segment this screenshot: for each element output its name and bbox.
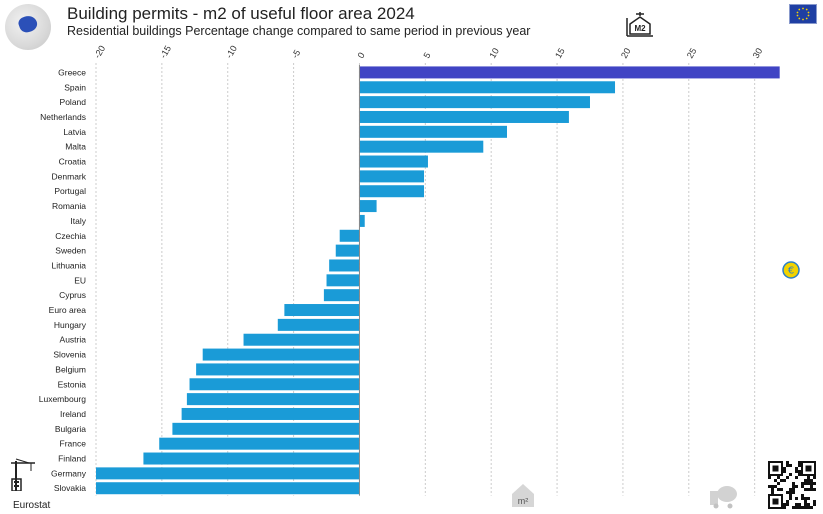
x-tick-label: 10 <box>487 46 501 60</box>
x-tick-label: -20 <box>92 44 107 60</box>
category-label: Slovakia <box>54 483 86 493</box>
category-label: EU <box>74 275 86 285</box>
bar-austria[interactable] <box>243 333 360 346</box>
bar-bulgaria[interactable] <box>172 422 360 435</box>
x-tick-label: 0 <box>356 51 367 60</box>
bar-latvia[interactable] <box>359 125 507 138</box>
chart-subtitle: Residential buildings Percentage change … <box>67 24 531 38</box>
category-label: Greece <box>58 67 86 77</box>
x-tick-label: -5 <box>290 48 303 60</box>
crane-icon <box>11 458 35 491</box>
x-tick-label: 15 <box>553 46 567 60</box>
bar-portugal[interactable] <box>359 185 425 198</box>
source-label: Eurostat <box>13 500 51 511</box>
category-labels: Greece Spain Poland Netherlands Latvia Malta C… <box>39 67 87 493</box>
bar-spain[interactable] <box>359 81 616 94</box>
bar-estonia[interactable] <box>189 378 360 391</box>
bar-sweden[interactable] <box>335 244 360 257</box>
bar-denmark[interactable] <box>359 170 425 183</box>
category-label: Poland <box>60 97 87 107</box>
qr-code-icon[interactable] <box>768 461 816 509</box>
category-label: Finland <box>58 454 86 464</box>
bar-ireland[interactable] <box>181 407 360 420</box>
bar-slovenia[interactable] <box>202 348 360 361</box>
category-label: Estonia <box>58 379 87 389</box>
category-label: Slovenia <box>53 350 86 360</box>
bar-belgium[interactable] <box>196 363 360 376</box>
bar-luxembourg[interactable] <box>186 393 360 406</box>
bar-croatia[interactable] <box>359 155 428 168</box>
category-label: Portugal <box>54 186 86 196</box>
category-label: Croatia <box>59 157 87 167</box>
category-label: Germany <box>51 468 87 478</box>
bar-germany[interactable] <box>96 467 360 480</box>
bar-france[interactable] <box>159 437 360 450</box>
bar-slovakia[interactable] <box>96 482 360 495</box>
category-label: Belgium <box>55 364 86 374</box>
category-label: France <box>60 439 87 449</box>
x-tick-label: 5 <box>421 51 432 60</box>
category-label: Denmark <box>52 171 87 181</box>
bar-euro-area[interactable] <box>284 304 360 317</box>
x-tick-label: 20 <box>619 46 633 60</box>
bar-netherlands[interactable] <box>359 110 569 123</box>
x-tick-label: -15 <box>158 44 173 60</box>
x-tick-label: -10 <box>224 44 239 60</box>
bar-finland[interactable] <box>143 452 360 465</box>
globe-europe-icon <box>5 4 51 50</box>
bar-eu[interactable] <box>326 274 360 287</box>
bar-romania[interactable] <box>359 200 377 213</box>
svg-text:€: € <box>788 266 794 277</box>
category-label: Cyprus <box>59 290 86 300</box>
bar-lithuania[interactable] <box>329 259 360 272</box>
m2-icon-text: M2 <box>634 24 646 33</box>
bar-italy[interactable] <box>359 214 365 227</box>
bar-malta[interactable] <box>359 140 484 153</box>
category-label: Malta <box>65 142 86 152</box>
x-axis-ticks: -20 -15 -10 -5 0 5 10 15 20 25 30 <box>92 44 764 60</box>
m2-area-icon: M2 <box>626 12 653 37</box>
category-label: Ireland <box>60 409 86 419</box>
category-label: Italy <box>70 216 86 226</box>
eu-flag-icon[interactable] <box>789 4 817 24</box>
category-label: Bulgaria <box>55 424 86 434</box>
bars <box>96 66 780 495</box>
house-icon-text: m² <box>518 496 529 506</box>
category-label: Euro area <box>49 305 87 315</box>
category-label: Czechia <box>55 231 86 241</box>
category-label: Romania <box>52 201 86 211</box>
category-label: Netherlands <box>40 112 86 122</box>
cement-mixer-icon <box>710 486 737 509</box>
euro-badge-icon[interactable]: € <box>782 261 800 279</box>
bar-hungary[interactable] <box>277 318 360 331</box>
category-label: Sweden <box>55 246 86 256</box>
bar-poland[interactable] <box>359 96 590 109</box>
bar-greece[interactable] <box>359 66 780 79</box>
house-m2-icon: m² <box>512 484 534 507</box>
category-label: Hungary <box>54 320 87 330</box>
bar-cyprus[interactable] <box>323 289 360 302</box>
chart-title: Building permits - m2 of useful floor ar… <box>67 4 415 23</box>
bar-czechia[interactable] <box>339 229 360 242</box>
category-label: Latvia <box>63 127 86 137</box>
category-label: Lithuania <box>51 260 86 270</box>
x-tick-label: 25 <box>685 46 699 60</box>
category-label: Luxembourg <box>39 394 87 404</box>
x-tick-label: 30 <box>751 46 765 60</box>
category-label: Austria <box>60 335 87 345</box>
category-label: Spain <box>64 82 86 92</box>
